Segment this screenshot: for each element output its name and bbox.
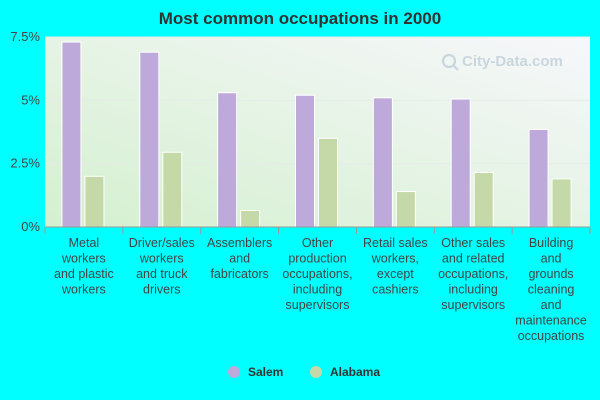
- legend-marker-alabama: [310, 366, 322, 378]
- x-category-label-line: occupations,: [438, 267, 508, 281]
- x-category-label-line: occupations: [518, 329, 585, 343]
- x-category-label-line: and: [229, 252, 250, 266]
- x-category-label-line: Other: [302, 236, 333, 250]
- x-category-label-line: workers: [61, 283, 106, 297]
- x-category-label-line: and: [541, 252, 562, 266]
- y-tick-label: 5%: [21, 92, 40, 107]
- legend-marker-salem: [228, 366, 240, 378]
- bar-salem-4: [372, 97, 393, 228]
- x-category-label: Other production occupations, including supe…: [282, 236, 352, 312]
- bar-alabama-0: [84, 175, 105, 228]
- x-category-label-line: production: [288, 252, 346, 266]
- bar-alabama-1: [162, 151, 183, 228]
- x-category-label-line: workers,: [371, 252, 419, 266]
- x-category-label-line: occupations,: [282, 267, 352, 281]
- x-category-label: Assemblers and fabricators: [207, 236, 272, 281]
- x-category-label-line: grounds: [528, 267, 573, 281]
- x-category-label: Building and grounds cleaning and maintenance…: [515, 236, 587, 343]
- x-category-label-line: cleaning: [528, 283, 575, 297]
- x-category-label-line: Building: [529, 236, 574, 250]
- x-category-label-line: drivers: [143, 283, 181, 297]
- watermark-magnifier-handle: [452, 64, 459, 71]
- x-category-label-line: Assemblers: [207, 236, 272, 250]
- x-category-label-line: supervisors: [286, 298, 350, 312]
- x-category-label-line: supervisors: [441, 298, 505, 312]
- x-category-label-line: Driver/sales: [129, 236, 195, 250]
- x-category-label: Driver/sales workers and truck drivers: [129, 236, 195, 297]
- x-category-label-line: and: [541, 298, 562, 312]
- x-category-label-line: fabricators: [210, 267, 268, 281]
- bar-salem-2: [217, 92, 238, 228]
- x-category-label-line: including: [293, 283, 342, 297]
- x-category-label-line: cashiers: [372, 283, 419, 297]
- watermark-magnifier-icon: [441, 53, 457, 69]
- x-category-label: Metal workers and plastic workers: [54, 236, 114, 297]
- watermark-text: City-Data.com: [462, 53, 563, 70]
- bar-salem-6: [528, 128, 549, 228]
- x-category-label-line: including: [449, 283, 498, 297]
- y-tick-label: 0%: [21, 219, 40, 234]
- x-category-label: Other sales and related occupations, includ…: [438, 236, 508, 312]
- x-category-label-line: except: [377, 267, 414, 281]
- x-category-label-line: workers: [139, 252, 184, 266]
- bar-salem-3: [295, 94, 315, 228]
- y-tick-label: 2.5%: [10, 156, 40, 171]
- x-category-label: Retail sales workers, except cashiers: [363, 236, 428, 297]
- x-category-label-line: Retail sales: [363, 236, 428, 250]
- watermark: City-Data.com: [441, 53, 563, 71]
- x-category-label-line: maintenance: [515, 314, 587, 328]
- legend-label-alabama: Alabama: [330, 365, 380, 379]
- x-category-label-line: Metal: [69, 236, 100, 250]
- y-tick-label: 7.5%: [10, 29, 40, 44]
- x-category-label-line: and truck: [136, 267, 188, 281]
- x-category-label-line: workers: [61, 252, 106, 266]
- plot-area: [45, 37, 590, 227]
- legend-label-salem: Salem: [248, 365, 283, 379]
- bar-alabama-6: [551, 178, 572, 228]
- x-category-label-line: and related: [442, 252, 505, 266]
- bar-alabama-2: [240, 210, 261, 228]
- bar-salem-5: [450, 98, 471, 228]
- chart-title: Most common occupations in 2000: [159, 9, 441, 28]
- bar-alabama-5: [473, 172, 494, 228]
- bar-salem-1: [139, 51, 160, 228]
- x-category-label-line: Other sales: [441, 236, 505, 250]
- bar-salem-0: [61, 41, 82, 228]
- x-category-label-line: and plastic: [54, 267, 114, 281]
- bar-alabama-3: [318, 137, 338, 228]
- bar-alabama-4: [395, 191, 416, 228]
